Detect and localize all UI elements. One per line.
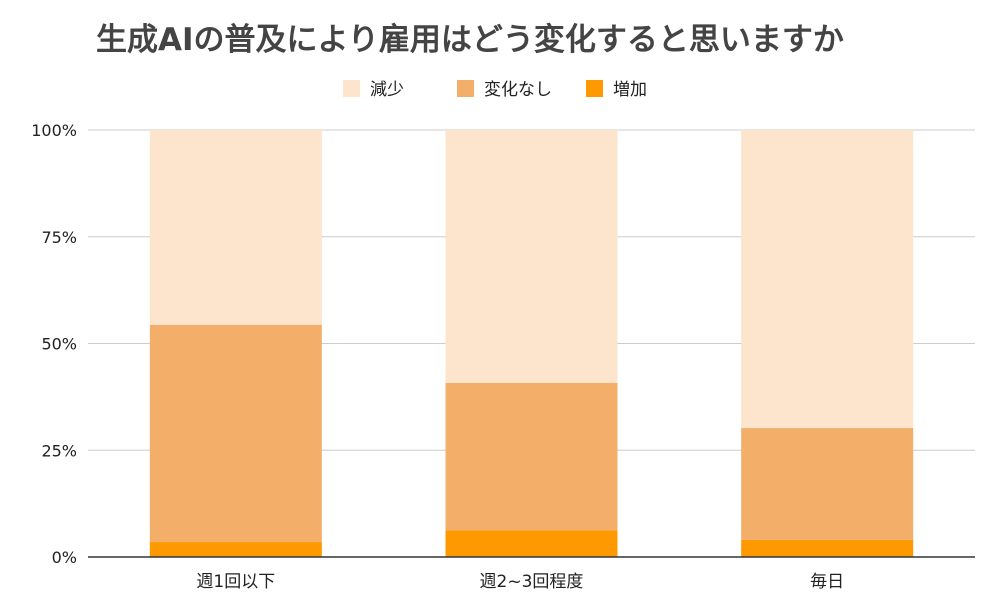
y-tick-label: 75% [41, 228, 77, 247]
bar-segment [149, 324, 322, 543]
legend-label: 変化なし [484, 80, 552, 100]
legend-swatch [343, 80, 360, 97]
bar-segment [445, 130, 618, 383]
chart-title: 生成AIの普及により雇用はどう変化すると思いますか [96, 22, 844, 58]
y-tick-label: 25% [41, 441, 77, 460]
bar-segment [445, 382, 618, 531]
x-tick-label: 毎日 [810, 572, 844, 592]
bar-segment [741, 130, 914, 429]
y-tick-label: 0% [52, 548, 77, 567]
bar-segment [149, 130, 322, 325]
bar-segment [149, 542, 322, 557]
legend-label: 減少 [370, 80, 404, 100]
bar-segment [445, 530, 618, 557]
y-tick-label: 100% [31, 121, 77, 140]
legend-label: 増加 [613, 80, 647, 100]
x-tick-label: 週1回以下 [196, 572, 275, 592]
y-tick-label: 50% [41, 335, 77, 354]
x-tick-label: 週2~3回程度 [480, 572, 584, 592]
bar-segment [741, 539, 914, 557]
legend-swatch [457, 80, 474, 97]
bar-segment [741, 428, 914, 540]
legend-swatch [586, 80, 603, 97]
